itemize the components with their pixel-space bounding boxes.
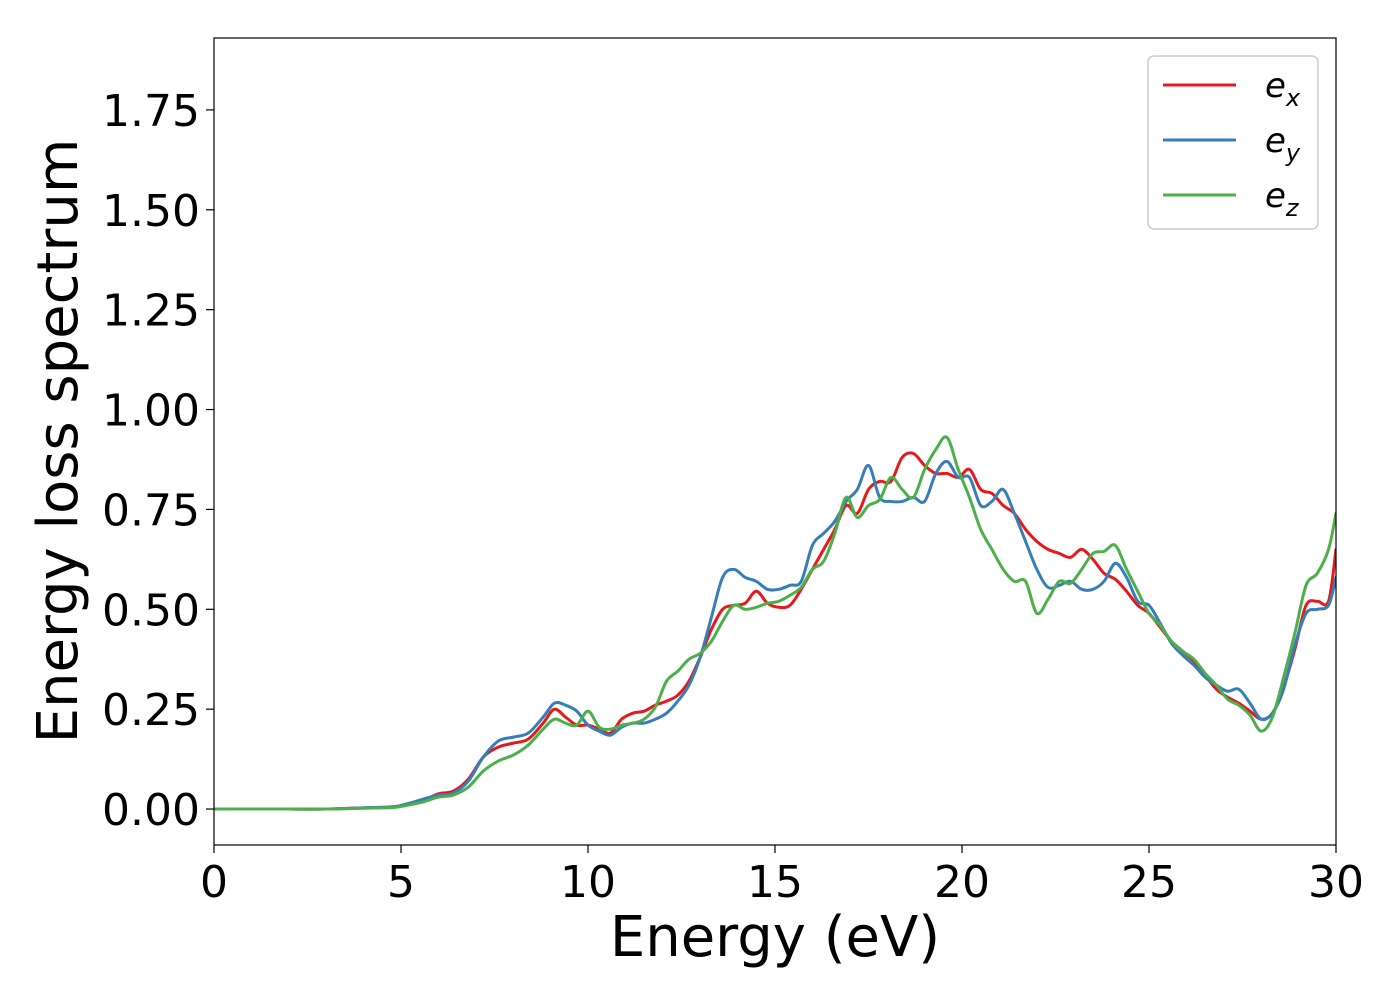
y-tick-label: 1.75 [102, 86, 200, 137]
legend-label-subscript: z [1285, 194, 1300, 222]
x-tick-label: 30 [1308, 857, 1364, 908]
x-tick-label: 25 [1121, 857, 1177, 908]
legend-label-ey: ey [1265, 121, 1301, 167]
y-tick-label: 1.00 [102, 386, 200, 437]
legend-box [1147, 55, 1319, 230]
legend-label-base: e [1265, 121, 1286, 161]
y-tick-label: 0.50 [102, 585, 200, 636]
y-tick-label: 0.75 [102, 485, 200, 536]
y-axis: 0.00 0.25 0.50 0.75 1.00 1.25 1.50 1.75 [102, 86, 214, 836]
x-tick-label: 0 [200, 857, 228, 908]
legend-label-base: e [1265, 176, 1286, 216]
x-axis-label: Energy (eV) [610, 905, 940, 970]
legend-label-subscript: x [1285, 84, 1301, 112]
series-line-ey [214, 459, 1336, 811]
x-axis: 0 5 10 15 20 25 30 [200, 845, 1364, 908]
x-tick-label: 10 [560, 857, 616, 908]
y-tick-label: 0.00 [102, 785, 200, 836]
series-line-ez [214, 435, 1336, 811]
x-tick-label: 5 [387, 857, 415, 908]
x-tick-label: 15 [747, 857, 803, 908]
y-tick-label: 1.50 [102, 186, 200, 237]
legend-label-subscript: y [1285, 139, 1301, 167]
legend-label-ez: ez [1265, 176, 1300, 222]
y-tick-label: 0.25 [102, 685, 200, 736]
legend-label-ex: ex [1265, 66, 1301, 112]
series-line-ex [214, 451, 1336, 811]
y-tick-label: 1.25 [102, 286, 200, 337]
y-axis-label: Energy loss spectrum [26, 139, 91, 744]
x-tick-label: 20 [934, 857, 990, 908]
series-layer [214, 435, 1336, 811]
legend-label-base: e [1265, 66, 1286, 106]
